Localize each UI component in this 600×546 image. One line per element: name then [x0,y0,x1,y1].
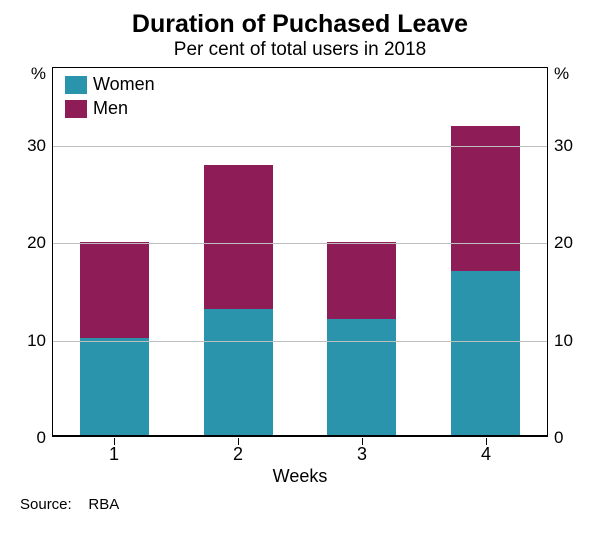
bar-group [451,68,520,435]
source-line: Source: RBA [20,496,119,513]
bars-layer [53,68,547,435]
source-value: RBA [88,496,119,513]
y-tick-left: 0 [8,428,46,448]
y-tick-left: 20 [8,233,46,253]
bar-segment [80,338,149,435]
y-tick-right: 20 [554,233,573,253]
y-tick-left: 30 [8,136,46,156]
bar-segment [451,126,520,271]
chart-subtitle: Per cent of total users in 2018 [8,39,592,61]
bar-group [204,68,273,435]
x-tick-label: 3 [342,444,382,465]
bar-segment [204,165,273,310]
bar-segment [327,242,396,319]
plot-area: WomenMen [52,67,548,437]
x-tick-label: 1 [94,444,134,465]
bar-segment [204,309,273,435]
bar-segment [327,319,396,435]
bar-segment [451,271,520,435]
x-axis-title: Weeks [0,466,600,487]
source-label: Source: [20,496,72,513]
x-tick-label: 4 [466,444,506,465]
bar-segment [80,242,149,339]
y-tick-left: 10 [8,331,46,351]
bar-group [327,68,396,435]
x-tick-label: 2 [218,444,258,465]
bar-group [80,68,149,435]
y-tick-right: 0 [554,428,563,448]
y-unit-left: % [8,64,46,84]
y-tick-right: 10 [554,331,573,351]
chart-title: Duration of Puchased Leave [8,10,592,39]
y-unit-right: % [554,64,569,84]
y-tick-right: 30 [554,136,573,156]
chart-container: Duration of Puchased Leave Per cent of t… [0,0,600,546]
